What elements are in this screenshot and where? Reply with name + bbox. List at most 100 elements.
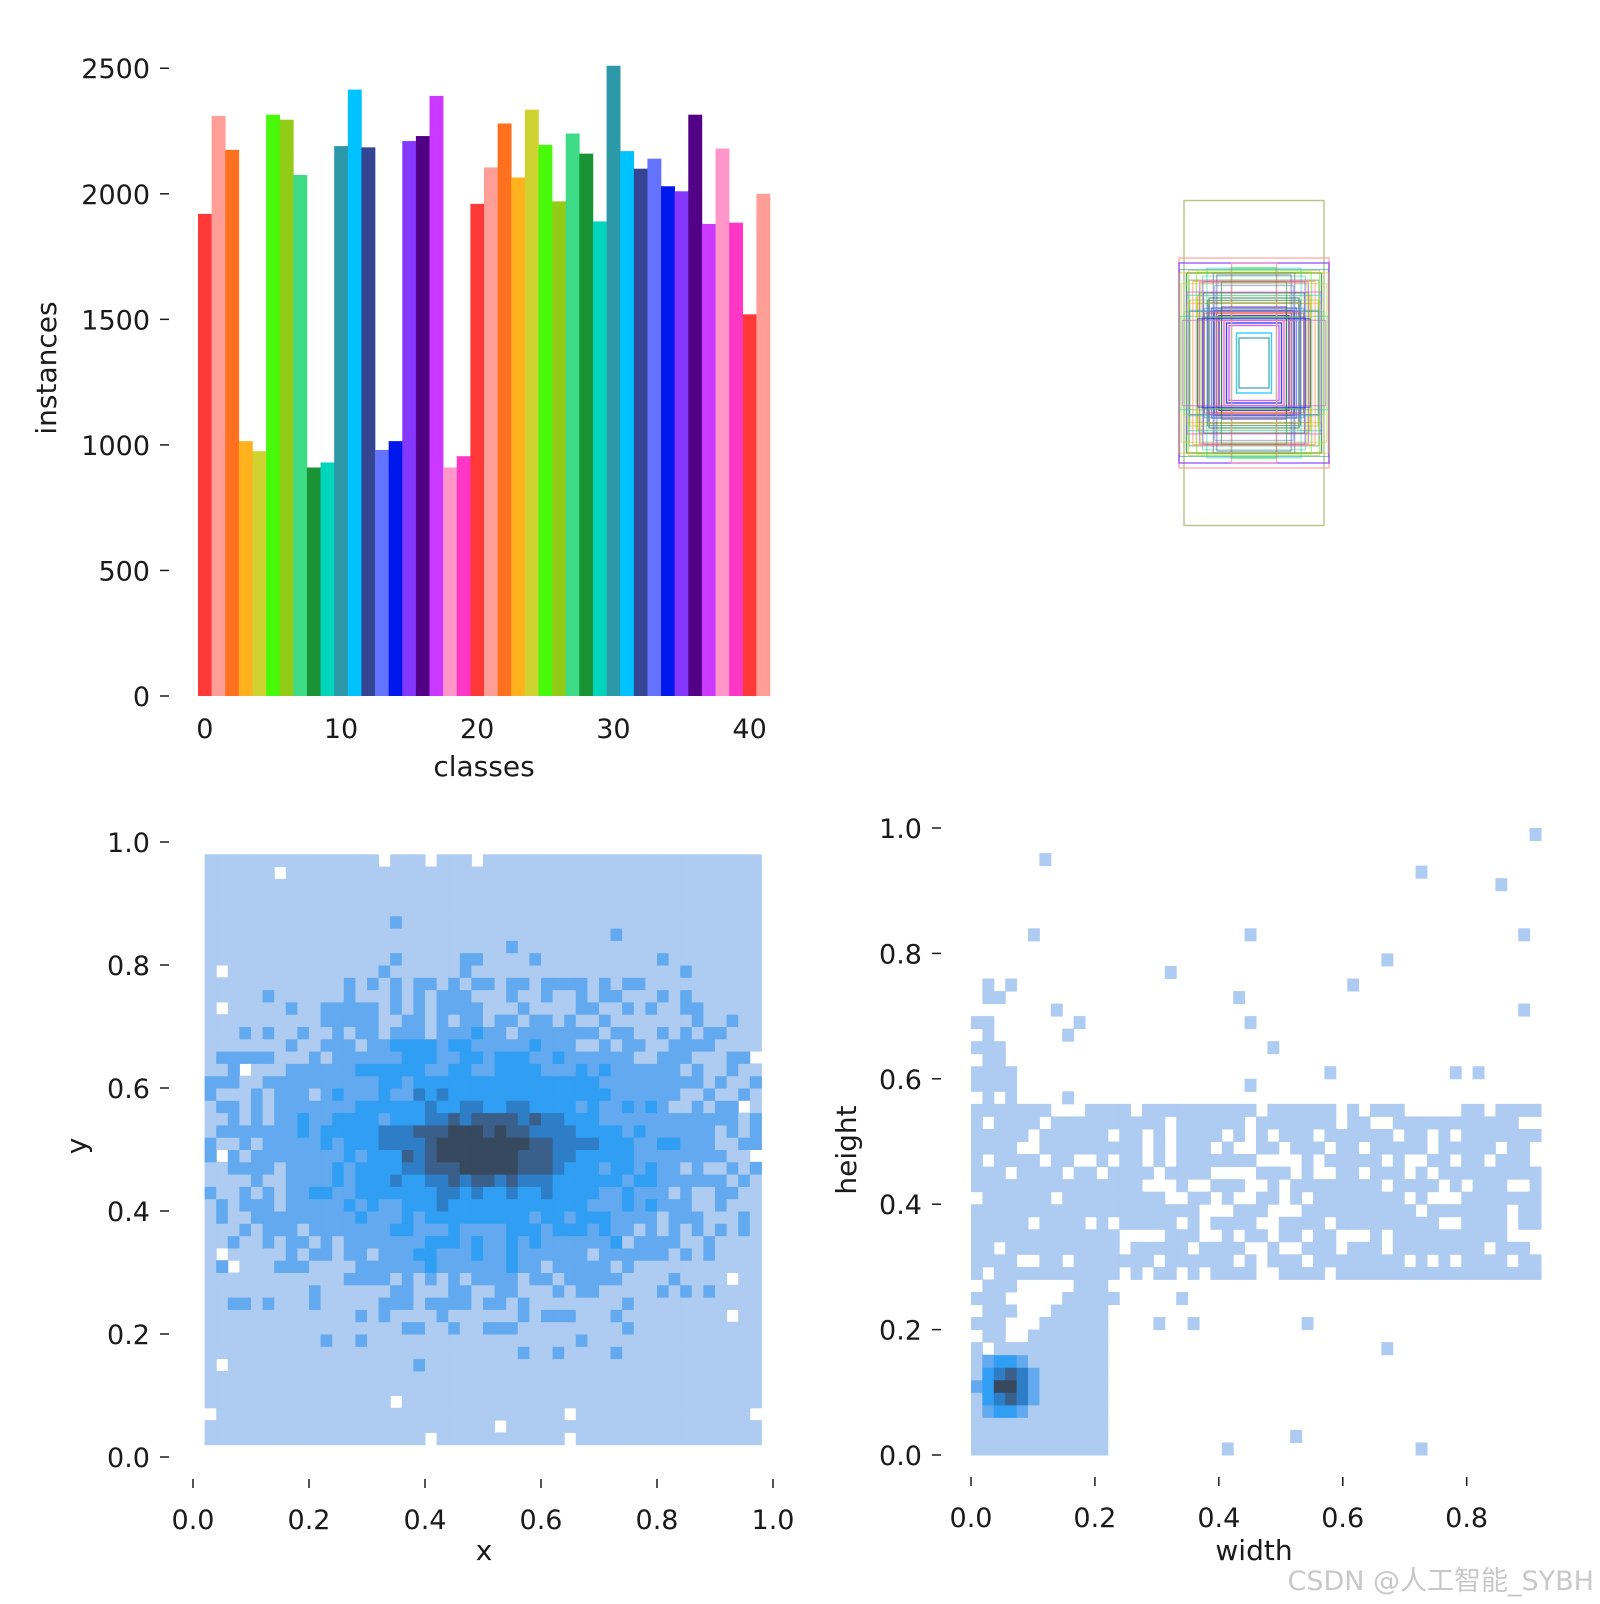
heatmap-cell <box>971 1154 983 1168</box>
heatmap-cell <box>506 965 519 978</box>
heatmap-cell <box>541 1075 554 1089</box>
heatmap-cell <box>691 1432 704 1446</box>
heatmap-cell <box>971 1041 983 1055</box>
heatmap-cell <box>378 1321 391 1335</box>
heatmap-cell <box>274 1297 287 1310</box>
heatmap-cell <box>680 1211 693 1224</box>
heatmap-cell <box>320 878 333 892</box>
heatmap-cell <box>1187 1317 1200 1331</box>
heatmap-cell <box>355 1088 368 1101</box>
heatmap-cell <box>517 989 530 1003</box>
heatmap-cell <box>1085 1392 1097 1406</box>
heatmap-cell <box>320 891 333 904</box>
heatmap-cell <box>1062 1354 1075 1368</box>
heatmap-cell <box>471 1100 484 1114</box>
heatmap-cell <box>645 1370 658 1384</box>
heatmap-cell <box>1119 1103 1132 1117</box>
heatmap-cell <box>227 915 240 929</box>
box-outline <box>1218 314 1290 412</box>
heatmap-cell <box>738 903 751 917</box>
heatmap-cell <box>204 1420 217 1433</box>
heatmap-cell <box>1484 1191 1496 1205</box>
heatmap-cell <box>471 1247 484 1261</box>
y-axis-label: y <box>60 1138 93 1155</box>
heatmap-cell <box>274 878 287 892</box>
heatmap-cell <box>517 1186 530 1200</box>
heatmap-cell <box>1050 1154 1063 1168</box>
heatmap-cell <box>726 1284 739 1298</box>
heatmap-cell <box>657 1088 670 1101</box>
heatmap-cell <box>517 1161 530 1175</box>
y-tick-label: 1.0 <box>879 814 922 845</box>
heatmap-cell <box>204 928 217 941</box>
heatmap-cell <box>552 952 565 966</box>
heatmap-cell <box>390 1346 403 1360</box>
heatmap-cell <box>413 866 426 880</box>
heatmap-cell <box>1073 1204 1086 1218</box>
heatmap-cell <box>401 952 414 966</box>
heatmap-cell <box>1244 928 1257 942</box>
heatmap-cell <box>262 915 275 929</box>
heatmap-cell <box>355 1223 368 1237</box>
heatmap-cell <box>645 1309 658 1323</box>
heatmap-cell <box>204 1075 217 1089</box>
heatmap-cell <box>227 1124 240 1138</box>
heatmap-cell <box>320 1370 333 1384</box>
heatmap-cell <box>1050 1417 1063 1431</box>
heatmap-cell <box>494 1075 507 1089</box>
heatmap-cell <box>436 1432 449 1446</box>
heatmap-cell <box>645 952 658 966</box>
heatmap-cell <box>1164 1216 1177 1230</box>
heatmap-cell <box>657 977 670 991</box>
heatmap-cell <box>1039 1179 1052 1193</box>
heatmap-cell <box>367 1432 380 1446</box>
heatmap-cell <box>1016 1379 1029 1393</box>
heatmap-cell <box>715 1272 728 1286</box>
heatmap-cell <box>332 854 345 868</box>
heatmap-cell <box>204 1100 217 1114</box>
heatmap-cell <box>633 915 646 929</box>
heatmap-cell <box>227 1026 240 1040</box>
heatmap-cell <box>239 915 252 929</box>
heatmap-cell <box>378 1235 391 1249</box>
heatmap-cell <box>633 1321 646 1335</box>
heatmap-cell <box>448 1174 461 1187</box>
heatmap-cell <box>483 1370 496 1384</box>
heatmap-cell <box>332 1235 345 1249</box>
heatmap-cell <box>297 1198 310 1212</box>
heatmap-cell <box>1244 1078 1257 1092</box>
heatmap-cell <box>483 891 496 904</box>
heatmap-cell <box>517 1026 530 1040</box>
heatmap-cell <box>367 1001 380 1015</box>
heatmap-cell <box>401 1063 414 1077</box>
heatmap-cell <box>1518 1216 1531 1230</box>
heatmap-cell <box>239 1075 252 1089</box>
heatmap-cell <box>749 1395 762 1409</box>
heatmap-cell <box>1381 953 1394 967</box>
heatmap-cell <box>320 915 333 929</box>
heatmap-cell <box>332 915 345 929</box>
heatmap-cell <box>564 1026 577 1040</box>
heatmap-cell <box>459 1370 472 1384</box>
heatmap-cell <box>1016 1179 1029 1193</box>
heatmap-cell <box>993 1342 1006 1356</box>
heatmap-cell <box>657 1137 670 1150</box>
heatmap-cell <box>459 1161 472 1175</box>
heatmap-cell <box>309 1346 322 1360</box>
heatmap-cell <box>1085 1266 1097 1280</box>
heatmap-cell <box>436 1186 449 1200</box>
heatmap-cell <box>506 1001 519 1015</box>
heatmap-cell <box>1256 1141 1268 1155</box>
heatmap-cell <box>378 965 391 978</box>
heatmap-cell <box>483 1420 496 1433</box>
heatmap-cell <box>216 1112 229 1126</box>
heatmap-cells <box>971 828 1542 1456</box>
heatmap-cell <box>749 1260 762 1273</box>
heatmap-cell <box>657 1395 670 1409</box>
heatmap-cell <box>703 1174 716 1187</box>
heatmap-cell <box>610 1174 623 1187</box>
heatmap-cell <box>1096 1266 1109 1280</box>
x-tick-label: 0.6 <box>520 1505 563 1536</box>
heatmap-cell <box>1073 1141 1086 1155</box>
